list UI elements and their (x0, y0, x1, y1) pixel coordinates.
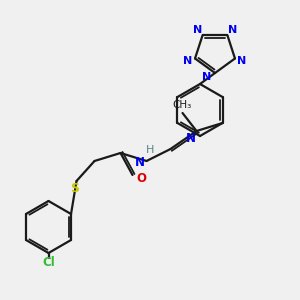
Text: N: N (202, 72, 211, 82)
Text: N: N (185, 131, 196, 145)
Text: Cl: Cl (42, 256, 55, 269)
Text: S: S (70, 182, 79, 196)
Text: O: O (136, 172, 146, 184)
Text: N: N (193, 25, 202, 35)
Text: N: N (134, 155, 145, 169)
Text: N: N (237, 56, 247, 67)
Text: N: N (183, 56, 193, 67)
Text: CH₃: CH₃ (172, 100, 191, 110)
Text: N: N (228, 25, 237, 35)
Text: H: H (146, 145, 155, 155)
